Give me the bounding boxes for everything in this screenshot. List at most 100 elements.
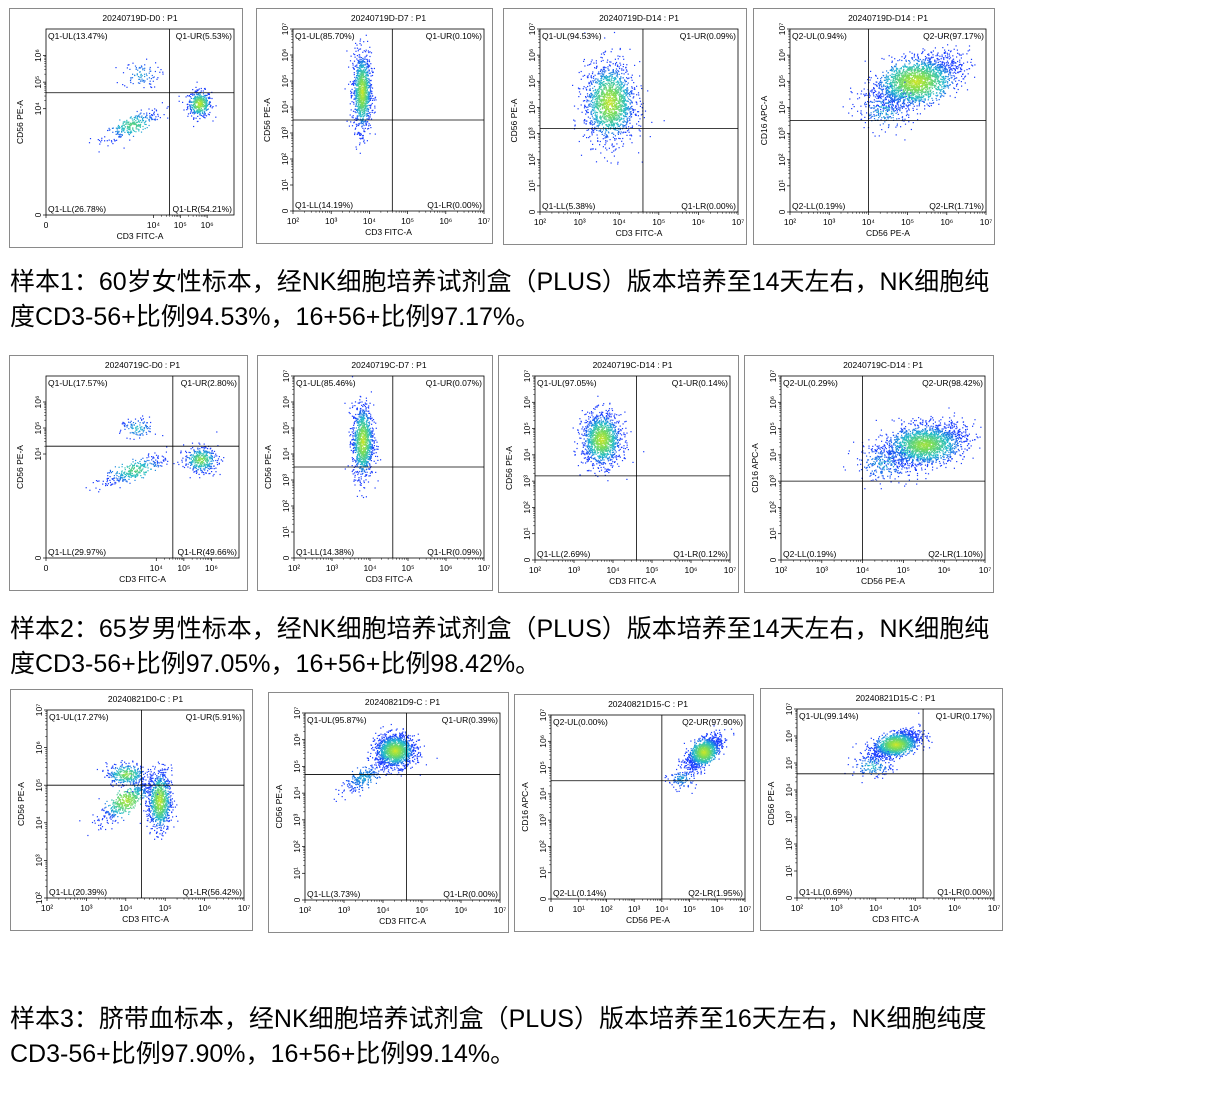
event-dot: [632, 97, 634, 99]
event-dot: [948, 49, 950, 51]
event-dot: [630, 134, 632, 136]
x-tick-label: 10³: [573, 217, 585, 227]
event-dot: [911, 52, 913, 54]
event-dot: [874, 89, 876, 92]
event-dot: [611, 116, 613, 118]
event-dot: [916, 95, 918, 97]
event-dot: [346, 50, 348, 52]
event-dot: [153, 111, 155, 113]
event-dot: [363, 124, 365, 127]
event-dot: [365, 87, 368, 89]
event-dot: [358, 105, 360, 107]
event-dot: [612, 107, 614, 109]
event-dot: [898, 73, 900, 75]
event-dot: [616, 119, 618, 121]
event-dot: [359, 62, 361, 64]
event-dot: [370, 84, 372, 87]
event-dot: [953, 48, 955, 50]
event-dot: [892, 75, 894, 77]
event-dot: [913, 60, 915, 62]
event-dot: [898, 89, 900, 91]
event-dot: [895, 85, 897, 87]
event-dot: [368, 92, 370, 95]
event-dot: [924, 91, 926, 93]
event-dot: [620, 100, 622, 102]
event-dot: [635, 101, 637, 103]
event-dot: [609, 100, 611, 102]
event-dot: [360, 92, 362, 94]
event-dot: [358, 99, 360, 101]
event-dot: [589, 122, 592, 124]
event-dot: [150, 78, 152, 80]
event-dot: [613, 91, 615, 93]
event-dot: [606, 112, 608, 114]
y-tick-label: 10⁵: [280, 75, 290, 88]
event-dot: [622, 118, 624, 120]
event-dot: [363, 50, 365, 52]
event-dot: [608, 108, 610, 110]
event-dot: [614, 149, 616, 151]
event-dot: [357, 123, 360, 125]
event-dot: [142, 119, 144, 122]
event-dot: [603, 88, 605, 90]
event-dot: [600, 69, 602, 71]
event-dot: [367, 99, 370, 101]
event-dot: [948, 58, 950, 60]
event-dot: [128, 133, 130, 135]
event-dot: [361, 79, 364, 81]
event-dot: [920, 92, 923, 94]
event-dot: [623, 100, 626, 102]
event-dot: [149, 112, 151, 115]
event-dot: [607, 136, 609, 138]
event-dot: [354, 47, 356, 49]
event-dot: [199, 95, 201, 97]
event-dot: [365, 49, 367, 51]
event-dot: [609, 139, 611, 141]
event-dot: [627, 100, 629, 102]
x-tick-label: 10⁶: [439, 216, 452, 226]
event-dot: [200, 90, 202, 92]
event-dot: [607, 113, 609, 115]
event-dot: [608, 116, 610, 118]
event-dot: [140, 112, 142, 114]
event-dot: [592, 130, 594, 132]
event-dot: [118, 127, 120, 129]
event-dot: [366, 99, 368, 101]
event-dot: [967, 50, 969, 52]
event-dot: [361, 104, 363, 106]
event-dot: [192, 105, 195, 107]
event-dot: [896, 70, 898, 72]
event-dot: [356, 77, 358, 79]
event-dot: [916, 66, 918, 68]
event-dot: [357, 67, 359, 69]
event-dot: [117, 124, 120, 127]
event-dot: [885, 90, 887, 92]
event-dot: [905, 88, 907, 90]
event-dot: [362, 105, 364, 108]
event-dot: [611, 71, 613, 73]
event-dot: [594, 67, 596, 69]
event-dot: [623, 73, 625, 75]
event-dot: [624, 81, 626, 83]
event-dot: [367, 72, 369, 74]
event-dot: [941, 95, 943, 97]
event-dot: [362, 134, 364, 137]
event-dot: [917, 60, 919, 62]
event-dot: [596, 116, 598, 119]
event-dot: [358, 109, 360, 111]
event-dot: [619, 119, 621, 121]
event-dot: [363, 141, 365, 143]
event-dot: [359, 56, 361, 58]
event-dot: [610, 112, 612, 114]
event-dot: [607, 126, 610, 128]
event-dot: [605, 140, 607, 142]
event-dot: [361, 97, 363, 99]
event-dot: [607, 98, 609, 100]
event-dot: [202, 93, 205, 95]
event-dot: [362, 92, 364, 94]
event-dot: [914, 86, 916, 88]
event-dot: [613, 118, 615, 121]
event-dot: [128, 121, 130, 123]
event-dot: [967, 73, 969, 75]
event-dot: [588, 100, 590, 102]
